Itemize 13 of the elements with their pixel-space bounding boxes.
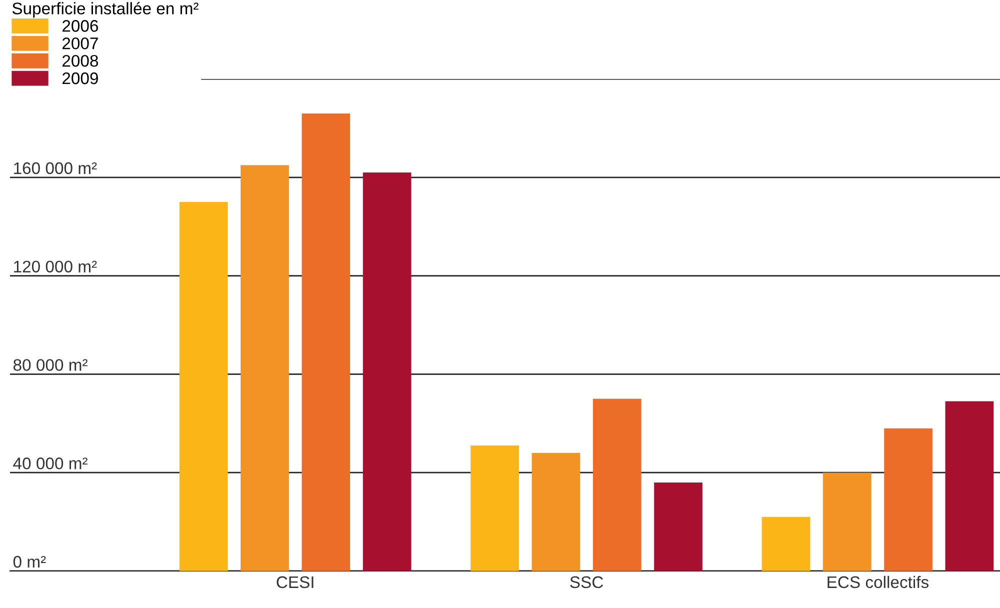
y-tick-label: 0 m² xyxy=(13,556,46,568)
legend-label: 2007 xyxy=(62,38,98,50)
x-tick-label: SSC xyxy=(570,576,604,588)
x-tick-label: CESI xyxy=(276,576,314,588)
y-tick-label: 160 000 m² xyxy=(14,162,97,174)
y-tick-label: 40 000 m² xyxy=(13,458,88,470)
legend-label: 2009 xyxy=(62,72,98,84)
y-tick-label: 80 000 m² xyxy=(14,359,88,371)
legend-label: 2006 xyxy=(62,20,98,32)
x-tick-label: ECS collectifs xyxy=(828,576,929,588)
legend-title: Superficie installée en m² xyxy=(12,2,198,18)
y-tick-label: 120 000 m² xyxy=(14,260,97,273)
legend-label: 2008 xyxy=(62,54,98,67)
